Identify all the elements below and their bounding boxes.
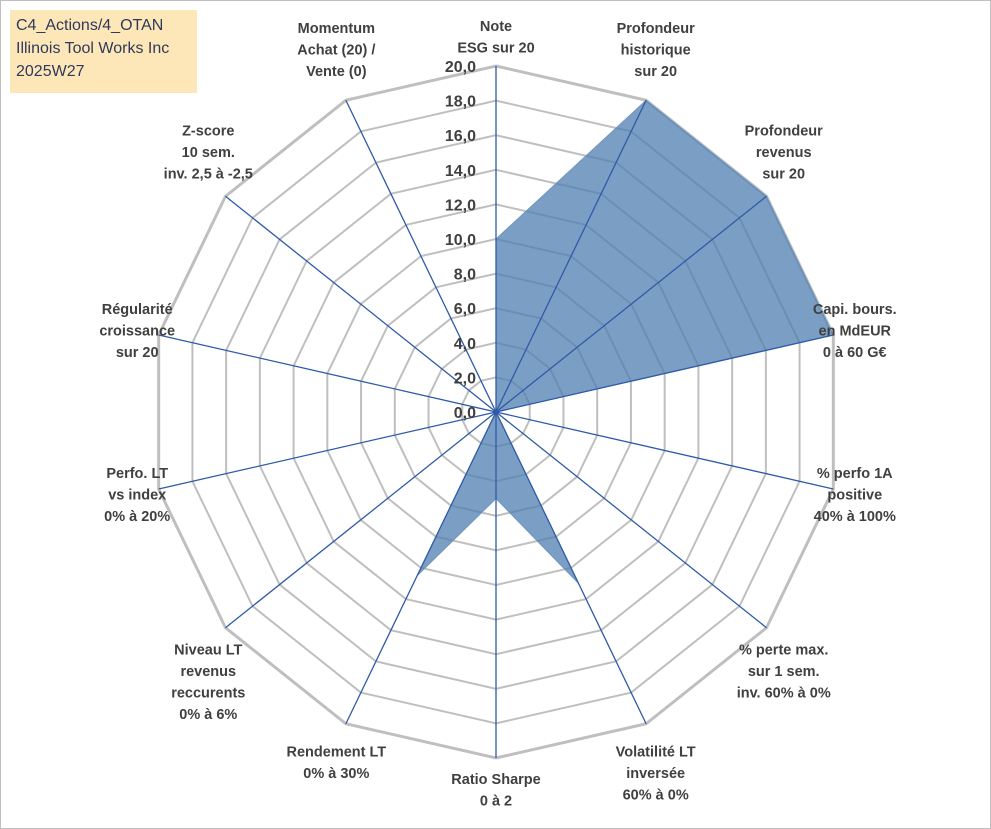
axis-label-line: 0% à 20% — [104, 509, 170, 525]
spoke-5 — [495, 411, 834, 490]
axis-label-line: croissance — [99, 323, 175, 339]
axis-label-line: Vente (0) — [306, 64, 367, 80]
axis-label-13: Z-score 10 sem. inv. 2,5 à -2,5 — [164, 123, 253, 182]
title-line-3: 2025W27 — [16, 63, 85, 80]
spokes — [158, 66, 834, 758]
axis-label-4: Capi. bours. en MdEUR 0 à 60 G€ — [813, 302, 897, 361]
axis-label-line: ESG sur 20 — [457, 41, 534, 57]
tick-label: 2,0 — [454, 370, 476, 387]
spoke-11 — [158, 411, 497, 490]
axis-label-8: Ratio Sharpe 0 à 2 — [451, 772, 540, 810]
tick-labels: 0,0 2,0 4,0 6,0 8,0 10,0 12,0 14,0 16,0 18,0 20,0 — [445, 59, 476, 422]
axis-label-line: Z-score — [182, 123, 234, 139]
axis-label-line: Ratio Sharpe — [451, 772, 540, 788]
axis-label-6: % perte max. sur 1 sem. inv. 60% à 0% — [737, 642, 831, 701]
axis-label-line: 10 sem. — [182, 145, 235, 161]
axis-label-line: inv. 2,5 à -2,5 — [164, 166, 253, 182]
axis-label-7: Volatilité LT inversée 60% à 0% — [616, 744, 696, 803]
tick-label: 6,0 — [454, 301, 476, 318]
axis-label-line: 60% à 0% — [623, 787, 689, 803]
axis-labels: Note ESG sur 20 Profondeur historique sur 20… — [99, 19, 896, 810]
axis-label-11: Perfo. LT vs index 0% à 20% — [104, 466, 170, 525]
tick-label: 14,0 — [445, 163, 476, 180]
axis-label-3: Profondeur revenus sur 20 — [745, 123, 823, 182]
axis-label-line: Rendement LT — [287, 744, 387, 760]
axis-label-line: Régularité — [102, 302, 173, 318]
axis-label-line: 0% à 6% — [179, 707, 237, 723]
axis-label-10: Niveau LT revenus reccurents 0% à 6% — [171, 642, 245, 723]
spoke-2 — [495, 99, 647, 413]
axis-label-line: Momentum — [298, 21, 375, 37]
axis-label-line: 0% à 30% — [303, 766, 369, 782]
axis-label-line: inv. 60% à 0% — [737, 685, 831, 701]
axis-label-12: Régularité croissance sur 20 — [99, 302, 175, 361]
axis-label-5: % perfo 1A positive 40% à 100% — [814, 466, 896, 525]
axis-label-line: Volatilité LT — [616, 744, 696, 760]
axis-label-line: Profondeur — [745, 123, 823, 139]
spoke-14 — [345, 99, 497, 413]
axis-label-2: Profondeur historique sur 20 — [617, 21, 695, 80]
axis-label-line: sur 20 — [634, 64, 677, 80]
axis-label-line: % perfo 1A — [817, 466, 893, 482]
axis-label-line: 40% à 100% — [814, 509, 896, 525]
axis-label-line: Perfo. LT — [106, 466, 168, 482]
axis-label-line: revenus — [756, 145, 812, 161]
spoke-10 — [225, 411, 497, 629]
axis-label-line: en MdEUR — [819, 323, 892, 339]
axis-label-9: Rendement LT 0% à 30% — [287, 744, 387, 782]
axis-label-line: revenus — [180, 664, 236, 680]
spoke-4 — [495, 334, 834, 413]
axis-label-line: reccurents — [171, 685, 245, 701]
tick-label: 18,0 — [445, 94, 476, 111]
axis-label-14: Momentum Achat (20) / Vente (0) — [297, 21, 375, 80]
spoke-7 — [495, 411, 647, 725]
axis-label-line: Profondeur — [617, 21, 695, 37]
spoke-9 — [345, 411, 497, 725]
tick-label: 4,0 — [454, 336, 476, 353]
tick-label: 10,0 — [445, 232, 476, 249]
axis-label-line: sur 20 — [116, 345, 159, 361]
spoke-12 — [158, 334, 497, 413]
axis-label-1: Note ESG sur 20 — [457, 19, 534, 57]
tick-label: 12,0 — [445, 197, 476, 214]
axis-label-line: Capi. bours. — [813, 302, 897, 318]
axis-label-line: inversée — [626, 766, 685, 782]
title-box: C4_Actions/4_OTAN Illinois Tool Works In… — [10, 10, 197, 93]
title-line-1: C4_Actions/4_OTAN — [16, 17, 164, 34]
axis-label-line: Achat (20) / — [297, 43, 375, 59]
tick-label: 0,0 — [454, 405, 476, 422]
axis-label-line: sur 20 — [762, 166, 805, 182]
axis-label-line: positive — [827, 487, 882, 503]
spoke-13 — [225, 195, 497, 413]
axis-label-line: % perte max. — [739, 642, 828, 658]
axis-label-line: 0 à 2 — [480, 794, 512, 810]
tick-label: 8,0 — [454, 267, 476, 284]
title-line-2: Illinois Tool Works Inc — [16, 40, 170, 57]
tick-label: 20,0 — [445, 59, 476, 76]
axis-label-line: vs index — [108, 487, 166, 503]
axis-label-line: historique — [621, 43, 691, 59]
axis-label-line: Note — [480, 19, 512, 35]
axis-label-line: sur 1 sem. — [748, 664, 820, 680]
spoke-6 — [495, 411, 767, 629]
axis-label-line: Niveau LT — [174, 642, 242, 658]
spoke-3 — [495, 195, 767, 413]
axis-label-line: 0 à 60 G€ — [823, 345, 887, 361]
tick-label: 16,0 — [445, 128, 476, 145]
